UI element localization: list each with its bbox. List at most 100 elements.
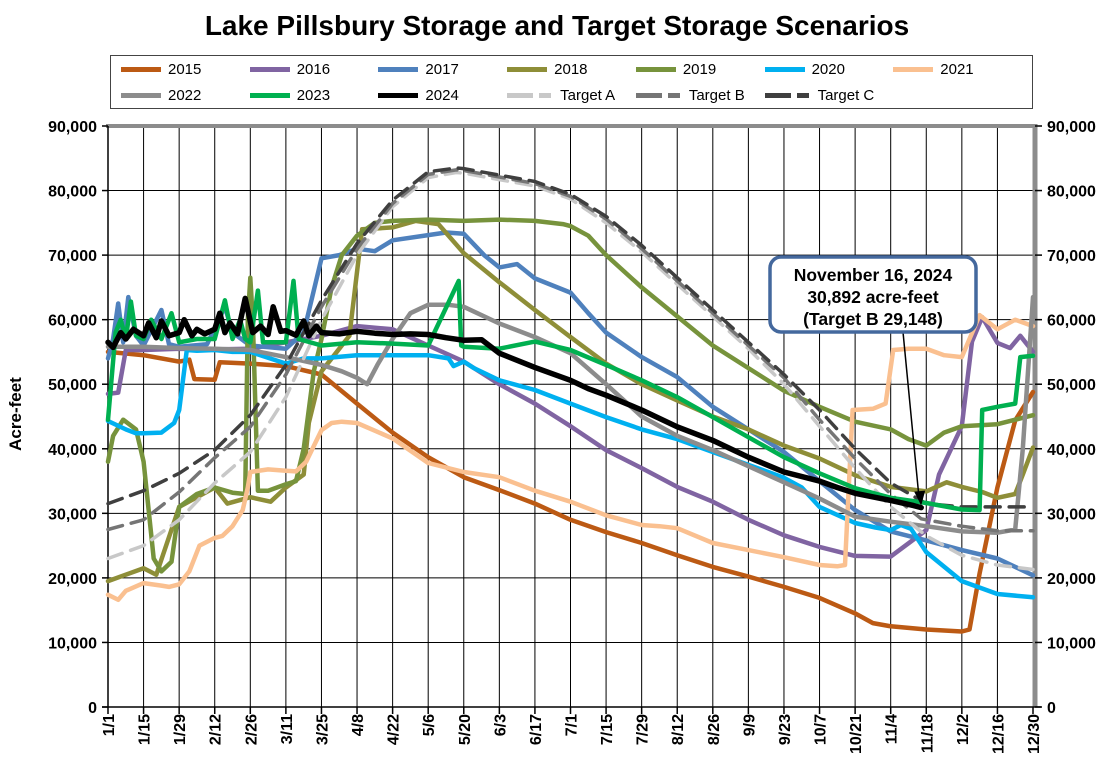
legend-swatch-icon [893,66,934,72]
legend-label: 2019 [682,60,717,78]
legend: 2015 2016 2017 2018 2019 2020 2021 2022 2023 2024… [110,55,1033,109]
svg-text:12/16: 12/16 [990,714,1007,754]
svg-text:10,000: 10,000 [1047,635,1096,652]
svg-text:30,000: 30,000 [1047,506,1096,523]
svg-text:80,000: 80,000 [48,184,97,201]
svg-text:2/26: 2/26 [243,714,260,745]
legend-label: 2017 [425,60,459,78]
svg-text:8/12: 8/12 [670,714,687,745]
legend-item-2019: 2019 [635,56,765,82]
legend-label: 2021 [940,60,974,78]
series-2021 [105,312,1036,603]
svg-text:6/3: 6/3 [492,714,509,736]
legend-swatch-icon [249,66,290,72]
svg-text:9/9: 9/9 [741,714,758,736]
svg-text:3/11: 3/11 [279,714,296,744]
legend-item-2015: 2015 [121,56,250,82]
annotation-line: November 16, 2024 [794,265,953,285]
svg-text:90,000: 90,000 [48,119,97,136]
legend-item-target-b: Target B [635,82,765,108]
legend-label: 2016 [296,60,331,78]
legend-swatch-icon [121,92,161,98]
legend-item-2021: 2021 [893,56,1022,82]
svg-text:10,000: 10,000 [48,635,97,652]
legend-item-2020: 2020 [764,56,894,82]
svg-text:70,000: 70,000 [1047,248,1096,265]
legend-swatch-icon [507,66,548,72]
legend-item-2022: 2022 [121,82,250,108]
legend-label: 2024 [425,86,459,104]
svg-text:40,000: 40,000 [1047,442,1096,459]
svg-text:60,000: 60,000 [48,313,97,330]
svg-text:0: 0 [88,700,97,717]
svg-text:20,000: 20,000 [48,571,97,588]
axis-labels: 0 0 10,000 10,000 20,000 20,000 30,000 30,000 40… [48,119,1096,754]
legend-swatch-icon [121,66,161,72]
legend-label: Target B [688,86,745,104]
svg-text:7/1: 7/1 [564,714,581,736]
series-2023 [105,278,1036,513]
svg-text:60,000: 60,000 [1047,313,1096,330]
legend-label: 2020 [811,60,845,78]
legend-swatch-icon [635,92,682,98]
legend-item-2024: 2024 [378,82,507,108]
legend-swatch-icon [378,66,419,72]
svg-text:80,000: 80,000 [1047,184,1096,201]
svg-text:40,000: 40,000 [48,442,97,459]
legend-item-2023: 2023 [249,82,379,108]
series-2022 [105,294,1036,535]
svg-text:8/26: 8/26 [706,714,723,745]
svg-text:4/22: 4/22 [386,714,403,745]
svg-text:12/2: 12/2 [955,714,972,745]
legend-swatch-icon [507,92,554,98]
legend-swatch-icon [635,66,676,72]
svg-text:12/30: 12/30 [1026,714,1043,754]
svg-text:30,000: 30,000 [48,506,97,523]
svg-text:11/18: 11/18 [919,714,936,753]
legend-swatch-icon [249,92,290,98]
series-2018 [105,218,1036,584]
legend-label: Target A [560,86,616,104]
svg-text:1/15: 1/15 [137,714,154,745]
legend-label: 2018 [554,60,588,78]
svg-text:3/25: 3/25 [314,714,331,745]
series-2017 [105,230,1036,578]
legend-label: 2023 [296,86,331,104]
annotation-line: 30,892 acre-feet [807,287,939,307]
legend-item-target-a: Target A [507,82,636,108]
series-2015 [105,349,1036,634]
svg-text:5/6: 5/6 [421,714,438,736]
legend-swatch-icon [378,92,419,98]
chart-title: Lake Pillsbury Storage and Target Storag… [204,10,910,41]
svg-text:2/12: 2/12 [208,714,225,745]
svg-text:70,000: 70,000 [48,248,97,265]
series-2024 [105,295,924,511]
svg-text:50,000: 50,000 [1047,377,1096,394]
svg-text:90,000: 90,000 [1047,119,1096,136]
legend-label: Target C [817,86,875,104]
series-target-c [106,166,1035,509]
legend-item-target-c: Target C [764,82,894,108]
svg-text:11/4: 11/4 [884,714,901,744]
svg-text:6/17: 6/17 [528,714,545,745]
svg-text:50,000: 50,000 [48,377,97,394]
legend-swatch-icon [764,92,811,98]
svg-text:20,000: 20,000 [1047,571,1096,588]
svg-text:5/20: 5/20 [457,714,474,745]
series-target-a [106,170,1035,572]
legend-item-2016: 2016 [249,56,379,82]
svg-text:1/29: 1/29 [172,714,189,745]
svg-text:0: 0 [1047,700,1056,717]
legend-label: 2015 [168,60,202,78]
legend-item-2017: 2017 [378,56,507,82]
legend-item-2018: 2018 [507,56,636,82]
svg-text:10/7: 10/7 [813,714,830,745]
annotation-line: (Target B 29,148) [803,309,943,329]
legend-label: 2022 [168,86,202,104]
series-2020 [105,347,1036,600]
svg-text:1/1: 1/1 [101,714,118,736]
svg-text:7/15: 7/15 [599,714,616,745]
